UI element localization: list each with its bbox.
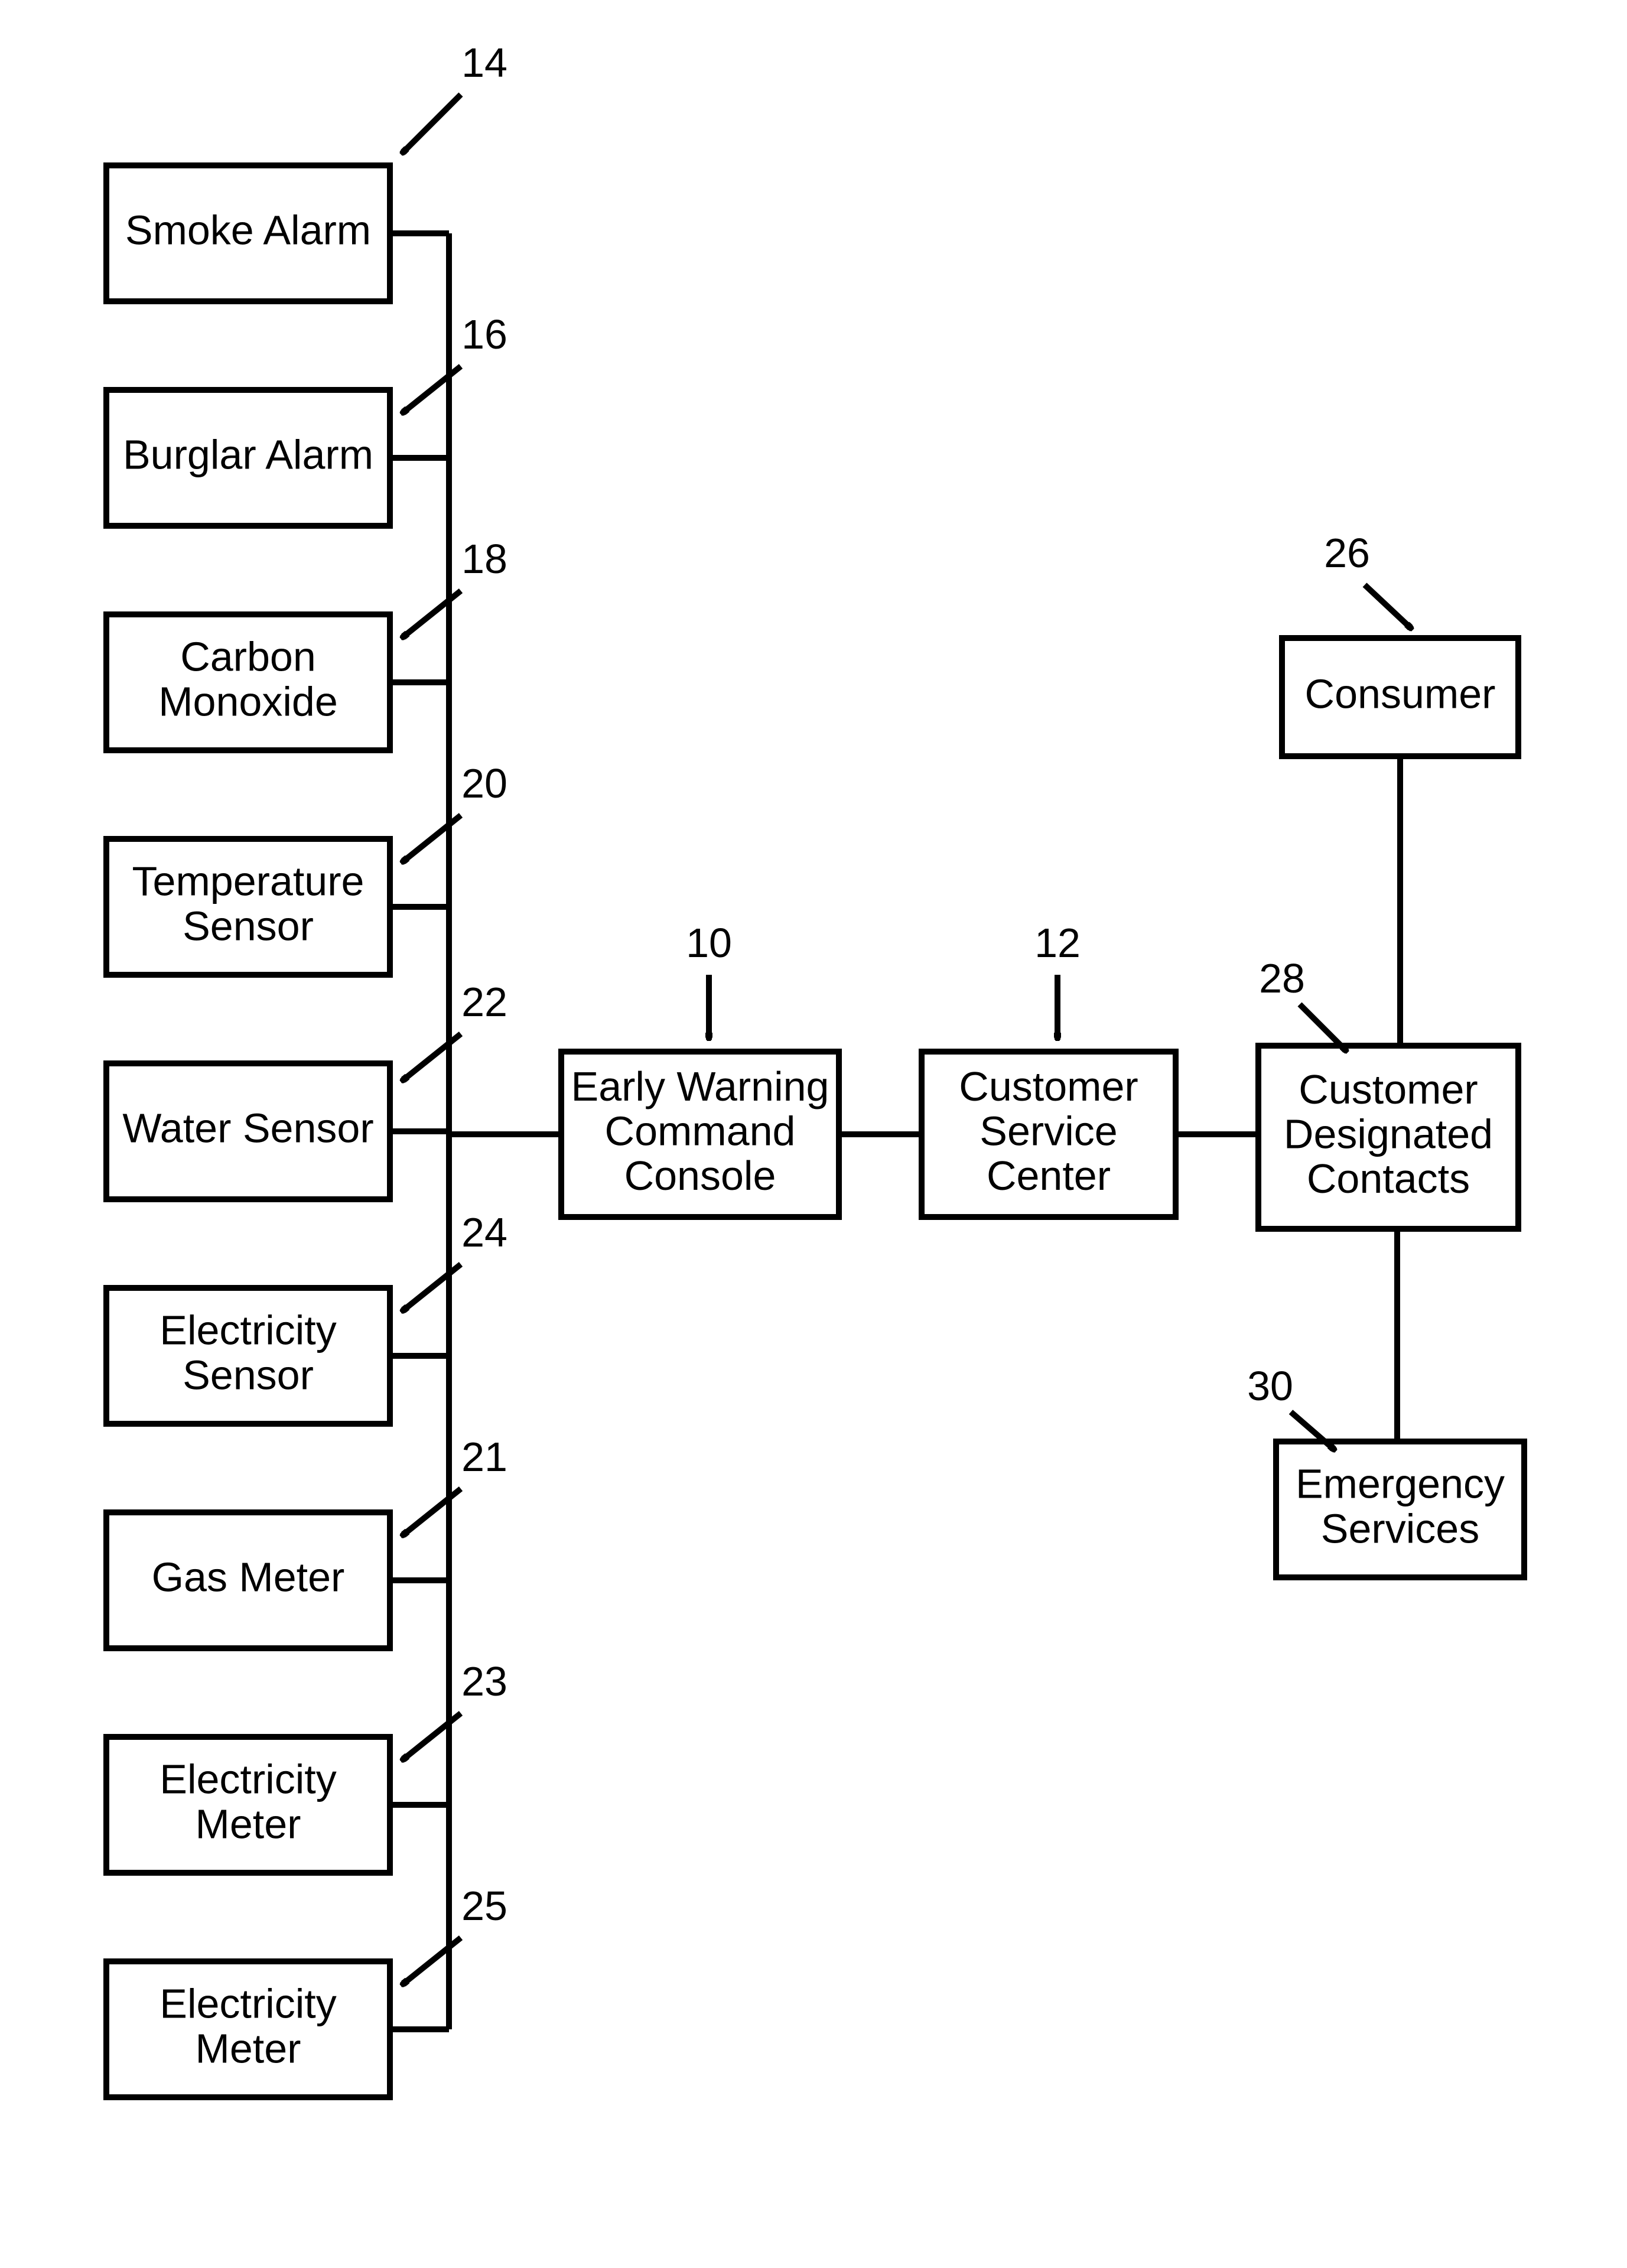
ref-21: 21 bbox=[402, 1434, 507, 1536]
node-label: Temperature bbox=[132, 858, 365, 904]
ref-label: 21 bbox=[461, 1434, 507, 1480]
ref-label: 16 bbox=[461, 311, 507, 357]
node-n18: CarbonMonoxide bbox=[106, 614, 390, 750]
node-n24: ElectricitySensor bbox=[106, 1288, 390, 1424]
node-label: Early Warning bbox=[571, 1063, 829, 1109]
node-n28: CustomerDesignatedContacts bbox=[1258, 1046, 1518, 1229]
ref-28: 28 bbox=[1259, 955, 1347, 1052]
ref-label: 14 bbox=[461, 40, 507, 86]
node-label: Smoke Alarm bbox=[125, 207, 371, 253]
node-label: Emergency bbox=[1296, 1461, 1505, 1507]
node-n16: Burglar Alarm bbox=[106, 390, 390, 526]
node-n14: Smoke Alarm bbox=[106, 165, 390, 301]
ref-10: 10 bbox=[686, 920, 732, 1040]
ref-label: 22 bbox=[461, 979, 507, 1025]
node-label: Electricity bbox=[160, 1307, 336, 1353]
node-n10: Early WarningCommandConsole bbox=[561, 1052, 839, 1217]
diagram-canvas: Smoke Alarm Burglar Alarm CarbonMonoxide Te… bbox=[0, 0, 1627, 2268]
ref-label: 20 bbox=[461, 760, 507, 806]
node-label: Gas Meter bbox=[152, 1554, 345, 1600]
node-label: Center bbox=[987, 1153, 1111, 1199]
node-label: Console bbox=[624, 1153, 776, 1199]
node-label: Sensor bbox=[183, 903, 314, 949]
node-n25: ElectricityMeter bbox=[106, 1961, 390, 2097]
ref-label: 12 bbox=[1034, 920, 1081, 966]
ref-12: 12 bbox=[1034, 920, 1081, 1040]
ref-30: 30 bbox=[1247, 1363, 1335, 1450]
node-label: Burglar Alarm bbox=[123, 431, 373, 477]
node-n21: Gas Meter bbox=[106, 1512, 390, 1648]
node-label: Carbon bbox=[180, 634, 316, 680]
ref-22: 22 bbox=[402, 979, 507, 1081]
node-label: Sensor bbox=[183, 1352, 314, 1398]
node-label: Designated bbox=[1284, 1111, 1493, 1157]
ref-label: 18 bbox=[461, 536, 507, 582]
node-label: Meter bbox=[196, 1801, 301, 1847]
ref-24: 24 bbox=[402, 1209, 507, 1312]
node-n30: EmergencyServices bbox=[1276, 1442, 1524, 1577]
node-n26: Consumer bbox=[1282, 638, 1518, 756]
node-n12: CustomerServiceCenter bbox=[922, 1052, 1176, 1217]
ref-label: 23 bbox=[461, 1658, 507, 1704]
ref-25: 25 bbox=[402, 1883, 507, 1985]
node-label: Command bbox=[605, 1108, 796, 1154]
ref-label: 28 bbox=[1259, 955, 1305, 1001]
ref-label: 10 bbox=[686, 920, 732, 966]
node-label: Service bbox=[980, 1108, 1117, 1154]
node-label: Water Sensor bbox=[122, 1105, 373, 1151]
ref-23: 23 bbox=[402, 1658, 507, 1761]
ref-label: 25 bbox=[461, 1883, 507, 1929]
ref-label: 30 bbox=[1247, 1363, 1293, 1409]
node-label: Electricity bbox=[160, 1981, 336, 2027]
ref-arrow bbox=[1365, 585, 1412, 629]
node-n23: ElectricityMeter bbox=[106, 1737, 390, 1873]
ref-26: 26 bbox=[1324, 530, 1412, 629]
node-label: Meter bbox=[196, 2025, 301, 2071]
ref-16: 16 bbox=[402, 311, 507, 414]
node-label: Monoxide bbox=[158, 678, 338, 724]
node-n20: TemperatureSensor bbox=[106, 839, 390, 975]
ref-label: 24 bbox=[461, 1209, 507, 1255]
ref-label: 26 bbox=[1324, 530, 1370, 576]
node-label: Customer bbox=[1299, 1066, 1478, 1112]
ref-18: 18 bbox=[402, 536, 507, 638]
node-label: Customer bbox=[959, 1063, 1138, 1109]
node-n22: Water Sensor bbox=[106, 1063, 390, 1199]
node-label: Contacts bbox=[1307, 1156, 1470, 1202]
ref-14: 14 bbox=[402, 40, 507, 154]
node-label: Electricity bbox=[160, 1756, 336, 1802]
node-label: Consumer bbox=[1305, 671, 1496, 717]
node-label: Services bbox=[1321, 1505, 1479, 1551]
ref-arrow bbox=[402, 95, 461, 154]
ref-20: 20 bbox=[402, 760, 507, 863]
